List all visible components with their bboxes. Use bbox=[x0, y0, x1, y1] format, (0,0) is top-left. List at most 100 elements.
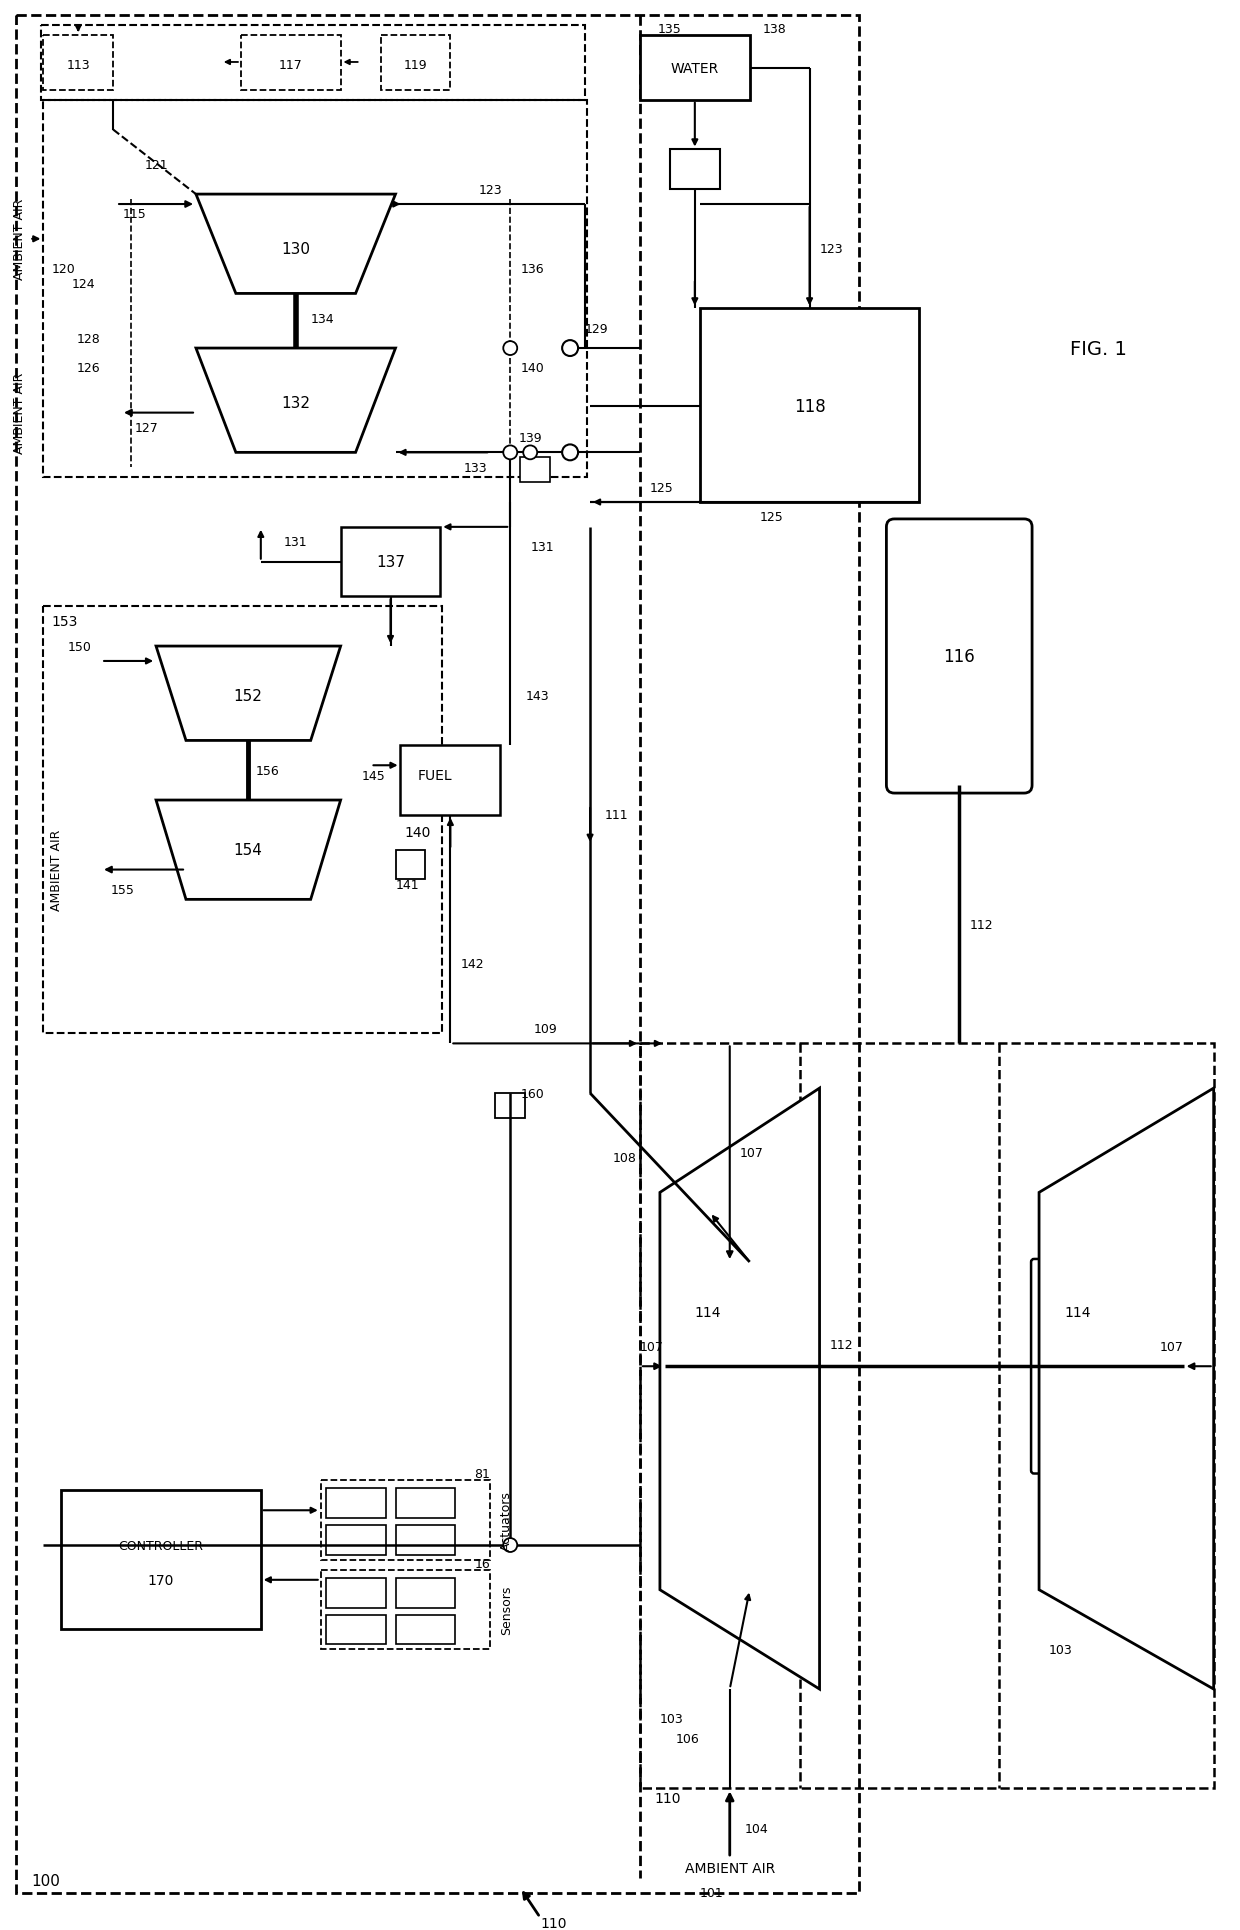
Text: AMBIENT AIR: AMBIENT AIR bbox=[12, 199, 26, 280]
Text: 153: 153 bbox=[51, 616, 78, 629]
Bar bbox=[381, 37, 450, 91]
Text: 113: 113 bbox=[67, 60, 91, 73]
Text: 110: 110 bbox=[655, 1791, 682, 1805]
Text: 121: 121 bbox=[144, 158, 167, 172]
Text: 142: 142 bbox=[460, 957, 484, 971]
Bar bbox=[396, 1615, 455, 1644]
Bar bbox=[326, 1488, 386, 1519]
Bar bbox=[61, 1490, 260, 1629]
Text: 132: 132 bbox=[281, 396, 310, 411]
Text: 123: 123 bbox=[479, 183, 502, 197]
Text: 111: 111 bbox=[605, 809, 629, 822]
Text: 145: 145 bbox=[362, 770, 386, 782]
Text: 131: 131 bbox=[531, 540, 554, 554]
Bar bbox=[341, 527, 440, 596]
Text: 140: 140 bbox=[404, 826, 430, 840]
Bar bbox=[670, 151, 719, 189]
Text: 127: 127 bbox=[134, 423, 157, 434]
Text: 139: 139 bbox=[518, 432, 542, 444]
Text: 124: 124 bbox=[71, 278, 94, 291]
Text: 112: 112 bbox=[970, 919, 993, 930]
Text: 100: 100 bbox=[31, 1872, 61, 1888]
Bar bbox=[321, 1480, 490, 1559]
Polygon shape bbox=[660, 1089, 820, 1689]
Text: 119: 119 bbox=[404, 60, 428, 73]
Bar bbox=[326, 1579, 386, 1608]
Text: WATER: WATER bbox=[671, 62, 719, 75]
Text: 170: 170 bbox=[148, 1573, 174, 1586]
Text: 104: 104 bbox=[745, 1822, 769, 1835]
Text: 16: 16 bbox=[475, 1558, 490, 1569]
Text: 116: 116 bbox=[944, 648, 975, 666]
Circle shape bbox=[503, 342, 517, 355]
Text: 141: 141 bbox=[396, 878, 419, 892]
FancyBboxPatch shape bbox=[887, 519, 1032, 793]
Bar bbox=[521, 457, 551, 482]
Text: 138: 138 bbox=[763, 23, 786, 35]
Text: CONTROLLER: CONTROLLER bbox=[119, 1538, 203, 1552]
Text: 134: 134 bbox=[311, 313, 335, 326]
Text: 103: 103 bbox=[660, 1712, 683, 1725]
Text: 156: 156 bbox=[255, 764, 279, 778]
Text: 155: 155 bbox=[112, 884, 135, 896]
Text: 123: 123 bbox=[820, 243, 843, 257]
Polygon shape bbox=[196, 349, 396, 454]
Text: 81: 81 bbox=[475, 1467, 490, 1480]
Bar bbox=[43, 37, 113, 91]
Circle shape bbox=[503, 446, 517, 459]
Text: 154: 154 bbox=[233, 843, 263, 857]
Text: 114: 114 bbox=[1064, 1305, 1090, 1318]
Text: 152: 152 bbox=[233, 689, 263, 704]
Bar bbox=[396, 1488, 455, 1519]
Text: 106: 106 bbox=[676, 1733, 699, 1745]
Bar bbox=[640, 1044, 1214, 1789]
Text: 120: 120 bbox=[51, 262, 76, 276]
Text: 140: 140 bbox=[521, 363, 544, 374]
Text: 137: 137 bbox=[376, 554, 405, 569]
Text: Sensors: Sensors bbox=[500, 1585, 513, 1635]
Polygon shape bbox=[196, 195, 396, 293]
Bar bbox=[41, 27, 585, 100]
Text: 109: 109 bbox=[533, 1023, 557, 1036]
Text: 135: 135 bbox=[658, 23, 682, 35]
Text: 125: 125 bbox=[650, 481, 673, 494]
Bar bbox=[396, 1579, 455, 1608]
Text: 150: 150 bbox=[67, 641, 92, 652]
Polygon shape bbox=[156, 647, 341, 741]
Text: 128: 128 bbox=[76, 332, 100, 345]
Bar bbox=[396, 851, 425, 880]
Text: 133: 133 bbox=[464, 461, 487, 475]
Bar bbox=[16, 15, 859, 1893]
Bar bbox=[699, 309, 919, 504]
Bar bbox=[326, 1525, 386, 1556]
Text: Actuators: Actuators bbox=[500, 1490, 513, 1550]
Text: AMBIENT AIR: AMBIENT AIR bbox=[50, 830, 63, 911]
Text: 160: 160 bbox=[521, 1087, 544, 1100]
Text: 110: 110 bbox=[541, 1915, 567, 1930]
Circle shape bbox=[562, 342, 578, 357]
Text: 125: 125 bbox=[760, 511, 784, 525]
Bar bbox=[321, 1569, 490, 1650]
Bar bbox=[401, 747, 500, 816]
Text: 115: 115 bbox=[123, 208, 146, 222]
Text: 103: 103 bbox=[1049, 1642, 1073, 1656]
Text: 101: 101 bbox=[699, 1886, 724, 1899]
Bar bbox=[640, 37, 750, 100]
Bar bbox=[495, 1094, 526, 1117]
Text: 126: 126 bbox=[76, 363, 100, 374]
FancyBboxPatch shape bbox=[662, 1258, 817, 1475]
Text: 131: 131 bbox=[284, 537, 308, 548]
Circle shape bbox=[523, 446, 537, 459]
Text: 117: 117 bbox=[279, 60, 303, 73]
Bar bbox=[43, 100, 587, 479]
Bar bbox=[396, 1525, 455, 1556]
Text: 114: 114 bbox=[694, 1305, 722, 1318]
Text: 108: 108 bbox=[613, 1152, 637, 1164]
FancyBboxPatch shape bbox=[1032, 1258, 1187, 1475]
Text: 129: 129 bbox=[585, 322, 609, 336]
Bar bbox=[326, 1615, 386, 1644]
Text: FUEL: FUEL bbox=[418, 768, 453, 784]
Text: 107: 107 bbox=[1159, 1339, 1184, 1353]
Text: 143: 143 bbox=[526, 689, 549, 703]
Text: 112: 112 bbox=[830, 1339, 853, 1351]
